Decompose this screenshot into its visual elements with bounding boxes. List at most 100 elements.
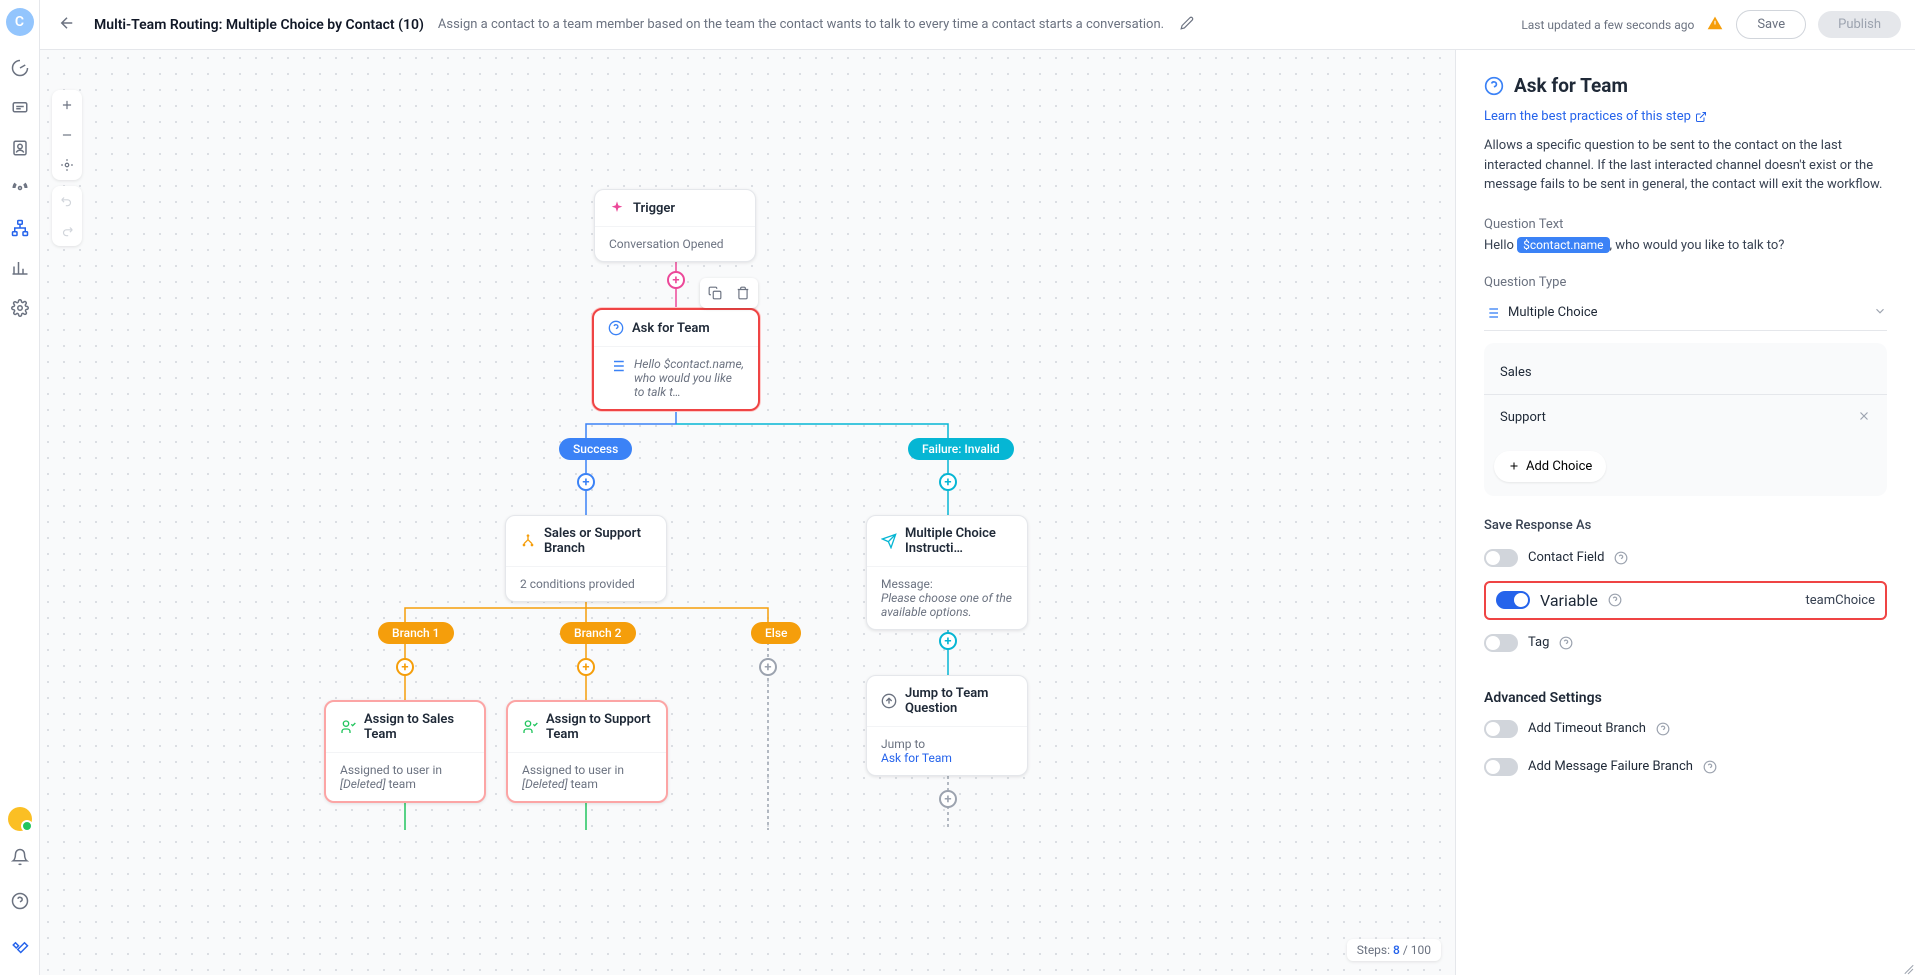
nav-notifications[interactable]	[4, 839, 36, 875]
save-response-label: Save Response As	[1484, 518, 1887, 533]
tag-toggle[interactable]	[1484, 634, 1518, 652]
help-icon[interactable]	[1703, 760, 1717, 774]
pill-branch2: Branch 2	[560, 622, 636, 644]
choice-item[interactable]: Support	[1484, 395, 1887, 441]
learn-link[interactable]: Learn the best practices of this step	[1484, 109, 1707, 124]
add-step-dot[interactable]: +	[939, 632, 957, 650]
back-button[interactable]	[54, 10, 80, 40]
variable-toggle[interactable]	[1496, 591, 1530, 609]
zoom-out-button[interactable]	[52, 120, 82, 150]
add-step-dot[interactable]: +	[577, 658, 595, 676]
workflow-canvas[interactable]: + + + + + + + + Success Failure: Invalid…	[40, 50, 1455, 975]
timeout-row: Add Timeout Branch	[1484, 710, 1887, 748]
question-type-label: Question Type	[1484, 275, 1887, 290]
canvas-controls	[52, 90, 82, 246]
zoom-in-button[interactable]	[52, 90, 82, 120]
question-text-label: Question Text	[1484, 217, 1887, 232]
node-body: Hello $contact.name, who would you like …	[634, 357, 744, 399]
properties-panel: Ask for Team Learn the best practices of…	[1455, 50, 1915, 975]
help-icon[interactable]	[1614, 551, 1628, 565]
node-title: Trigger	[633, 201, 675, 216]
delete-choice-button[interactable]	[1857, 409, 1871, 427]
node-actions	[700, 278, 758, 308]
node-assign-support[interactable]: Assign to Support Team Assigned to user …	[506, 700, 668, 803]
nav-reports[interactable]	[4, 250, 36, 286]
nav-workflows[interactable]	[4, 210, 36, 246]
nav-help[interactable]	[4, 883, 36, 919]
panel-description: Allows a specific question to be sent to…	[1484, 136, 1887, 195]
node-assign-sales[interactable]: Assign to Sales Team Assigned to user in…	[324, 700, 486, 803]
add-step-dot[interactable]: +	[667, 271, 685, 289]
question-icon	[1484, 76, 1504, 96]
pill-success: Success	[559, 438, 632, 460]
header: Multi-Team Routing: Multiple Choice by C…	[40, 0, 1915, 50]
list-icon	[608, 357, 626, 375]
advanced-settings-label: Advanced Settings	[1484, 690, 1887, 706]
panel-title: Ask for Team	[1514, 74, 1628, 97]
warning-icon[interactable]	[1706, 14, 1724, 36]
pill-branch1: Branch 1	[378, 622, 454, 644]
node-title: Ask for Team	[632, 321, 710, 336]
add-step-dot[interactable]: +	[939, 473, 957, 491]
variable-value[interactable]: teamChoice	[1805, 593, 1875, 608]
timeout-toggle[interactable]	[1484, 720, 1518, 738]
publish-button[interactable]: Publish	[1818, 11, 1901, 38]
nav-dashboard[interactable]	[4, 50, 36, 86]
add-step-dot[interactable]: +	[939, 790, 957, 808]
node-jump[interactable]: Jump to Team Question Jump to Ask for Te…	[866, 675, 1028, 776]
redo-button[interactable]	[52, 216, 82, 246]
nav-contacts[interactable]	[4, 130, 36, 166]
node-body-link[interactable]: Ask for Team	[881, 751, 1013, 765]
variable-token: $contact.name	[1517, 237, 1609, 253]
help-icon[interactable]	[1559, 636, 1573, 650]
node-body: Assigned to user in [Deleted] team	[508, 753, 666, 801]
undo-button[interactable]	[52, 186, 82, 216]
node-branch[interactable]: Sales or Support Branch 2 conditions pro…	[505, 515, 667, 602]
variable-row: Variable teamChoice	[1484, 581, 1887, 620]
last-updated: Last updated a few seconds ago	[1521, 18, 1694, 32]
list-icon	[1484, 305, 1500, 321]
fit-view-button[interactable]	[52, 150, 82, 180]
contact-field-row: Contact Field	[1484, 539, 1887, 577]
add-step-dot[interactable]: +	[577, 473, 595, 491]
node-body: Please choose one of the available optio…	[881, 591, 1013, 619]
node-trigger[interactable]: Trigger Conversation Opened	[594, 189, 756, 262]
resize-handle[interactable]	[1901, 961, 1913, 973]
node-title: Assign to Support Team	[546, 712, 652, 742]
edit-title-button[interactable]	[1180, 15, 1194, 34]
nav-messages[interactable]	[4, 90, 36, 126]
choice-item[interactable]: Sales	[1484, 351, 1887, 395]
save-button[interactable]: Save	[1736, 10, 1806, 39]
add-choice-button[interactable]: Add Choice	[1494, 451, 1606, 482]
help-icon[interactable]	[1656, 722, 1670, 736]
choices-list: Sales Support Add Choice	[1484, 343, 1887, 496]
help-icon[interactable]	[1608, 593, 1622, 607]
add-step-dot[interactable]: +	[759, 658, 777, 676]
delete-node-button[interactable]	[730, 280, 756, 306]
nav-settings[interactable]	[4, 290, 36, 326]
contact-field-toggle[interactable]	[1484, 549, 1518, 567]
node-body: Assigned to user in [Deleted] team	[326, 753, 484, 801]
failure-branch-row: Add Message Failure Branch	[1484, 748, 1887, 786]
workflow-title: Multi-Team Routing: Multiple Choice by C…	[94, 17, 424, 33]
node-body-label: Jump to	[881, 737, 1013, 751]
nav-broadcast[interactable]	[4, 170, 36, 206]
plus-icon	[1508, 460, 1520, 472]
copy-node-button[interactable]	[702, 280, 728, 306]
workspace-avatar[interactable]: C	[6, 8, 34, 36]
workflow-description: Assign a contact to a team member based …	[438, 17, 1164, 32]
external-link-icon	[1695, 111, 1707, 123]
question-type-select[interactable]: Multiple Choice	[1484, 296, 1887, 331]
node-body: 2 conditions provided	[506, 567, 666, 601]
user-avatar[interactable]	[8, 807, 32, 831]
nav-brand	[4, 927, 36, 963]
pill-else: Else	[751, 622, 801, 644]
failure-branch-toggle[interactable]	[1484, 758, 1518, 776]
add-step-dot[interactable]: +	[396, 658, 414, 676]
node-ask-for-team[interactable]: Ask for Team Hello $contact.name, who wo…	[592, 308, 760, 411]
node-body-label: Message:	[881, 577, 1013, 591]
node-title: Jump to Team Question	[905, 686, 1013, 716]
question-text-value[interactable]: Hello $contact.name, who would you like …	[1484, 238, 1887, 253]
node-instruction[interactable]: Multiple Choice Instructi… Message: Plea…	[866, 515, 1028, 630]
tag-row: Tag	[1484, 624, 1887, 662]
